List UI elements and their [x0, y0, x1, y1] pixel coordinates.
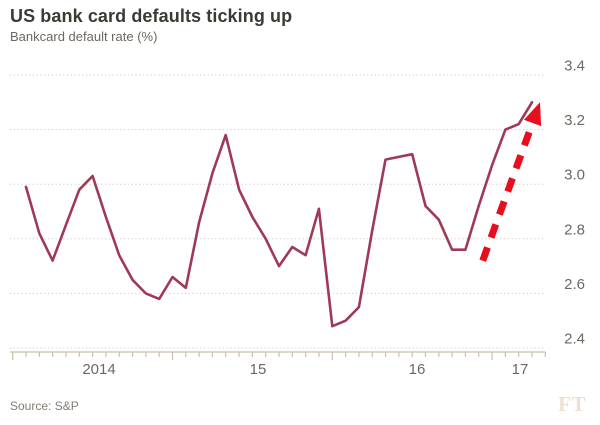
x-axis-tick-label: 2014 — [82, 361, 115, 378]
y-axis-tick-label: 2.6 — [564, 276, 585, 293]
x-axis-tick-label: 16 — [409, 361, 426, 378]
default-rate-line — [24, 101, 534, 328]
chart-title: US bank card defaults ticking up — [10, 6, 293, 26]
chart-subtitle: Bankcard default rate (%) — [10, 29, 158, 44]
x-axis-tick-label: 15 — [250, 361, 267, 378]
x-axis-tick-label: 17 — [512, 361, 529, 378]
y-axis-tick-label: 3.0 — [564, 167, 585, 184]
y-axis-tick-label: 2.4 — [564, 331, 585, 348]
y-axis-tick-label: 3.4 — [564, 58, 585, 75]
y-axis-tick-label: 2.8 — [564, 221, 585, 238]
trend-arrow — [479, 102, 542, 262]
source-note: Source: S&P — [10, 399, 79, 413]
ft-logo: FT — [558, 392, 586, 416]
y-axis-tick-label: 3.2 — [564, 112, 585, 129]
